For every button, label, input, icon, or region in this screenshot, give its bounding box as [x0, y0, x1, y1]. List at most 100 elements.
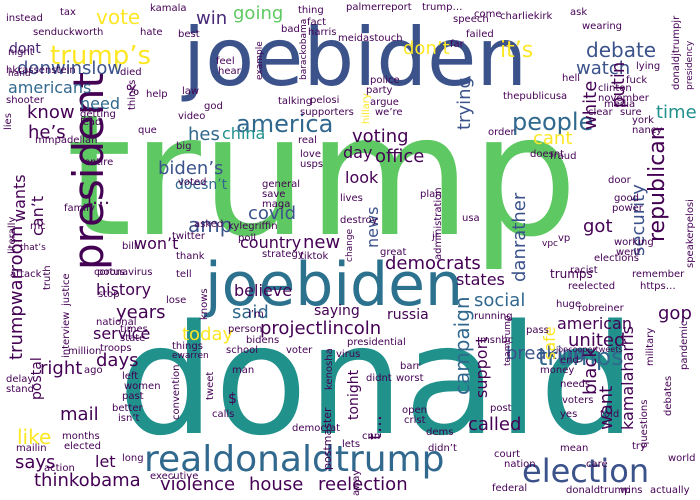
word-says: says — [15, 452, 56, 473]
word-come: come — [474, 9, 502, 20]
word-hkrassenstein: hkrassenstein — [6, 65, 76, 76]
word-post: post — [490, 403, 512, 414]
word-told: told — [600, 409, 620, 420]
word-thats: that’s — [20, 243, 46, 253]
word-power: power — [612, 203, 643, 214]
word-pass: pass — [526, 325, 549, 336]
word-remember: remember — [632, 269, 685, 280]
word-democrats: democrats — [385, 253, 481, 274]
word-covid: covid — [248, 203, 296, 224]
word-strategy: strategy — [262, 249, 304, 260]
word-died: died — [120, 67, 142, 78]
word-wins: wins — [620, 485, 643, 496]
word-hand: hand — [8, 69, 31, 79]
word-justice: justice — [61, 273, 72, 306]
word-ago: ago — [84, 365, 103, 376]
word-money: money — [540, 365, 575, 376]
word-entire: entire — [84, 157, 114, 168]
word-house: house — [249, 474, 304, 495]
word-new: new — [303, 232, 341, 253]
word-presidential: presidential — [347, 337, 406, 348]
word-joncoopertweets: joncoopertweets — [556, 345, 623, 354]
word-failed: failed — [466, 29, 494, 40]
word-saying: saying — [314, 303, 360, 319]
word-end: end — [560, 355, 579, 366]
word-going: going — [233, 3, 284, 24]
word-times: times — [120, 324, 148, 335]
word-things: things — [172, 341, 203, 352]
word-coronavirus: coronavirus — [94, 267, 153, 278]
word-debates: debates — [663, 375, 674, 416]
word-calls: calls — [212, 409, 235, 420]
word-vp: vp — [558, 233, 571, 244]
word-lets: lets — [342, 439, 361, 450]
word-action: action — [44, 463, 75, 474]
word-family: family — [64, 203, 95, 214]
word-amp: amp — [188, 213, 233, 237]
word-administration: administration — [433, 187, 444, 260]
word-stop: stop — [98, 289, 120, 300]
word-service: service — [93, 324, 151, 343]
word-police: police — [370, 75, 400, 86]
word-americans: americans — [8, 78, 92, 97]
word-man: man — [232, 365, 255, 376]
word-its: it’s — [500, 38, 534, 63]
word-country: country — [240, 233, 302, 252]
word-hes-apos: he’s — [28, 122, 66, 143]
word-barr: barr — [400, 361, 421, 372]
word-mailin: mailin — [16, 443, 47, 454]
word-said: said — [232, 302, 269, 323]
word-kylegriffin: kylegriffin — [228, 221, 278, 232]
word-far: far — [450, 39, 464, 50]
word-fuck: fuck — [626, 75, 648, 86]
word-poll: poll — [238, 233, 257, 244]
word-lead: lead — [80, 117, 102, 128]
word-lose: lose — [166, 295, 187, 306]
word-wont: won’t — [134, 234, 179, 253]
word-feel: feel — [216, 56, 235, 67]
word-history: history — [96, 280, 152, 299]
word-reelection: reelection — [318, 474, 408, 495]
word-donaldtrump: donaldtrump — [566, 485, 631, 496]
word-nancy: nancy — [632, 125, 663, 136]
word-hate: hate — [140, 27, 163, 38]
word-clear: clear — [588, 107, 613, 118]
word-fraud: fraud — [550, 151, 577, 162]
word-voted: voted — [178, 177, 207, 188]
word-trump: trump — [66, 78, 578, 274]
word-didnt-apos: didn’t — [428, 443, 457, 454]
word-dont-apos: don’t — [403, 38, 450, 59]
word-gop: gop — [658, 303, 692, 324]
word-yes: yes — [560, 409, 578, 420]
word-like: like — [17, 425, 52, 449]
word-supporters: supporters — [300, 107, 354, 118]
word-needs: needs — [560, 379, 591, 390]
word-better: better — [112, 403, 143, 414]
word-speakerpelosi: speakerpelosi — [685, 199, 696, 268]
word-barackobama: barackobama — [299, 18, 309, 80]
word-mail: mail — [60, 404, 99, 425]
word-msnbc: msnbc — [480, 335, 514, 346]
word-news: news — [363, 206, 382, 248]
word-watch: watch — [576, 58, 631, 79]
word-i-ellipsis: i… — [87, 188, 111, 209]
word-tweet: tweet — [205, 371, 216, 400]
word-great: great — [380, 247, 407, 258]
word-ask: ask — [570, 7, 588, 18]
word-try: try — [632, 441, 646, 452]
word-real: real — [298, 135, 317, 146]
word-trumps-small: trumps — [550, 267, 593, 281]
word-kamala: kamala — [150, 3, 187, 14]
word-york: york — [632, 115, 654, 126]
word-thing: thing — [298, 5, 324, 16]
word-attack: attack — [10, 269, 42, 280]
word-getting: getting — [80, 109, 116, 120]
word-huge: huge — [556, 299, 582, 310]
word-senduckworth: senduckworth — [33, 27, 104, 38]
word-bidens: bidens — [246, 335, 280, 346]
word-kamalaharris: kamalaharris — [618, 325, 637, 430]
word-destroy: destroy — [340, 215, 378, 226]
word-donald: donald — [118, 292, 636, 469]
word-voters: voters — [562, 395, 594, 406]
word-million: million — [68, 346, 102, 357]
